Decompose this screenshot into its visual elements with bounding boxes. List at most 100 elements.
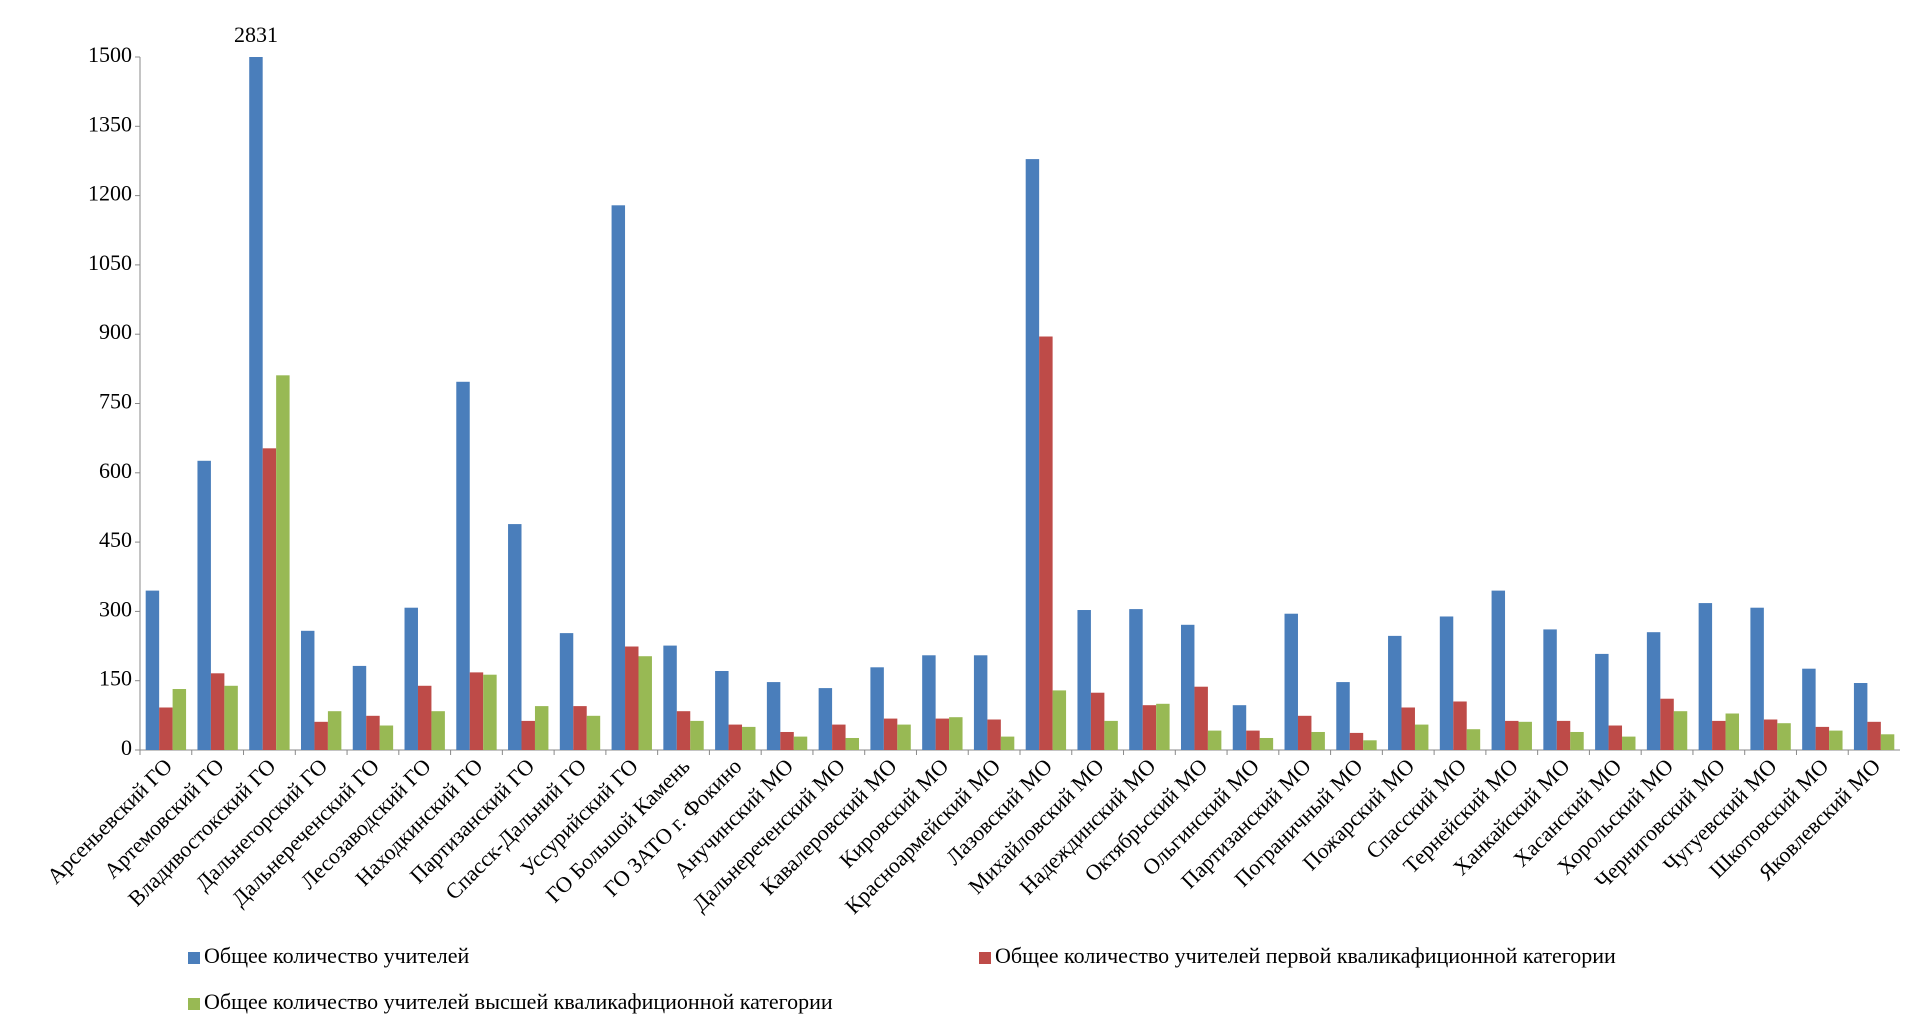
bar — [508, 524, 522, 750]
bar — [224, 685, 238, 750]
bar — [1311, 731, 1325, 750]
legend-label: Общее количество учителей высшей квалика… — [204, 989, 833, 1014]
bar — [366, 715, 380, 750]
bar — [314, 721, 328, 750]
bar — [1363, 740, 1377, 750]
bar — [1232, 705, 1247, 750]
bar — [379, 725, 394, 750]
bar — [1543, 629, 1557, 750]
bar — [1259, 737, 1274, 750]
bar — [766, 682, 781, 750]
bar — [521, 720, 535, 750]
bar — [1052, 690, 1067, 750]
bar — [1880, 734, 1895, 750]
bar — [1608, 725, 1623, 750]
y-tick-label: 1500 — [88, 42, 132, 67]
bar — [949, 717, 963, 750]
bar — [210, 673, 225, 750]
bar — [638, 656, 652, 750]
bar — [780, 731, 794, 750]
bar — [483, 674, 497, 750]
bar — [1491, 590, 1506, 750]
y-tick-label: 300 — [99, 596, 132, 621]
bar — [987, 719, 1001, 750]
bar — [1777, 723, 1791, 750]
bars — [145, 57, 1895, 751]
bar — [1180, 624, 1195, 750]
bar — [1401, 707, 1415, 750]
bar — [534, 706, 549, 750]
bar — [922, 655, 936, 750]
y-tick-label: 0 — [121, 735, 132, 760]
bar — [1712, 720, 1726, 750]
bar — [249, 57, 263, 750]
bar — [1829, 730, 1843, 750]
y-tick-label: 750 — [99, 389, 132, 414]
bar — [145, 590, 160, 750]
bar — [159, 707, 173, 750]
bar — [1156, 703, 1170, 750]
bar — [742, 726, 756, 750]
bar — [586, 715, 601, 750]
bar — [832, 724, 846, 750]
bar — [611, 205, 626, 750]
bar — [1129, 609, 1143, 750]
bar — [276, 375, 290, 750]
y-tick-label: 600 — [99, 458, 132, 483]
bar — [1698, 603, 1713, 750]
bar — [1622, 736, 1636, 750]
bar — [559, 633, 574, 750]
bar — [676, 711, 691, 750]
bar — [897, 724, 911, 750]
bar — [1815, 726, 1830, 750]
bar — [417, 685, 432, 750]
y-tick-label: 1050 — [88, 250, 132, 275]
bar — [431, 711, 445, 750]
bar — [1763, 719, 1778, 750]
bar — [469, 672, 484, 750]
bar — [404, 607, 418, 750]
bar — [1867, 721, 1881, 750]
bar — [352, 665, 367, 750]
bar — [1090, 692, 1105, 750]
bar — [573, 706, 587, 750]
bar — [172, 689, 187, 750]
bar — [1349, 732, 1364, 750]
bar — [197, 460, 211, 750]
bar — [1505, 720, 1519, 750]
bar — [973, 655, 988, 750]
bar — [845, 737, 860, 750]
y-tick-label: 1350 — [88, 111, 132, 136]
bar — [935, 718, 950, 750]
bar — [1570, 731, 1584, 750]
bar — [1853, 683, 1868, 750]
bar — [625, 646, 639, 750]
bar — [262, 448, 277, 750]
bar — [1646, 632, 1661, 750]
bar — [1595, 653, 1609, 750]
bar — [1673, 711, 1688, 750]
legend-swatch — [188, 952, 200, 964]
bar — [1414, 724, 1429, 750]
bar — [1142, 705, 1157, 750]
data-label: 2831 — [234, 22, 278, 47]
y-tick-label: 900 — [99, 319, 132, 344]
bar — [1660, 698, 1674, 750]
legend-swatch — [979, 952, 991, 964]
bar — [1207, 730, 1222, 750]
bar — [1077, 610, 1091, 750]
bar — [1194, 686, 1208, 750]
bar — [300, 630, 315, 750]
bar — [1802, 668, 1816, 750]
bar — [1025, 159, 1040, 751]
bar — [1104, 720, 1118, 750]
bar — [1388, 635, 1402, 750]
bar — [1556, 720, 1571, 750]
y-tick-label: 450 — [99, 527, 132, 552]
y-tick-label: 150 — [99, 666, 132, 691]
bar — [1439, 616, 1454, 750]
bar — [1518, 721, 1532, 750]
legend-label: Общее количество учителей — [204, 943, 470, 968]
